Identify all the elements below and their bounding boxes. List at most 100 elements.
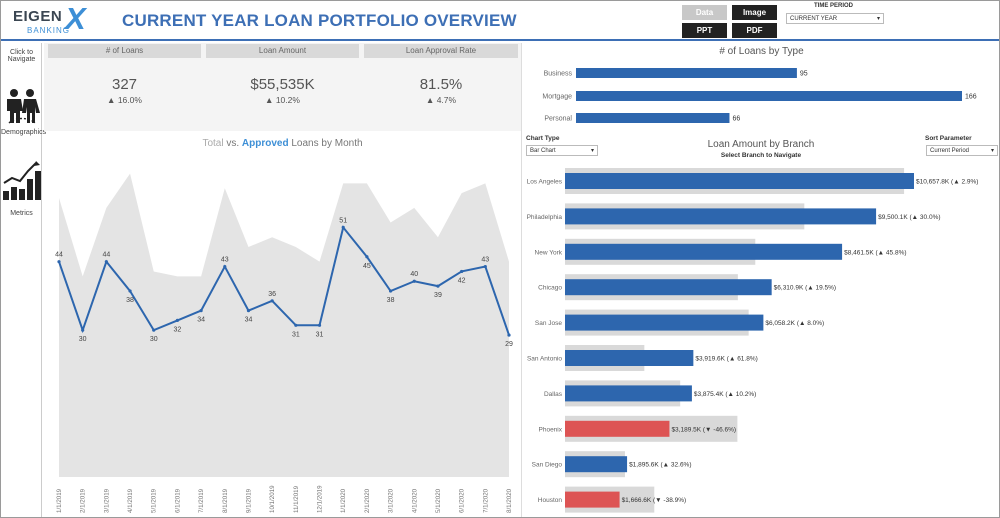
logo-text: EIGEN — [13, 8, 63, 25]
data-label: 40 — [410, 271, 418, 278]
branch-value-label: $6,058.2K (▲ 8.0%) — [765, 320, 824, 327]
x-tick-label: 6/1/2020 — [459, 488, 466, 513]
side-nav: Click to Navigate Demographics Metrics — [1, 43, 47, 517]
approved-point — [294, 323, 298, 327]
chevron-down-icon: ▾ — [876, 16, 880, 22]
metrics-chart-icon[interactable] — [2, 161, 42, 201]
line-chart-title: Total vs. Approved Loans by Month — [44, 138, 521, 149]
data-label: 34 — [197, 317, 205, 324]
type-value-label: 66 — [732, 116, 740, 123]
kpi-loans-label: # of Loans — [48, 44, 201, 58]
kpi-amount-change: ▲ 10.2% — [265, 95, 300, 105]
branch-label: Philadelphia — [527, 214, 563, 221]
x-tick-label: 5/1/2020 — [435, 488, 442, 513]
pdf-button[interactable]: PDF — [732, 23, 777, 38]
x-tick-label: 3/1/2020 — [388, 488, 395, 513]
sort-parameter-select[interactable]: Current Period ▾ — [926, 145, 998, 156]
data-label: 38 — [126, 297, 134, 304]
data-label: 31 — [292, 331, 300, 338]
approved-point — [412, 279, 416, 283]
kpi-loans-change: ▲ 16.0% — [107, 95, 142, 105]
x-tick-label: 9/1/2019 — [245, 488, 252, 513]
data-label: 29 — [505, 341, 513, 348]
branch-label: Houston — [538, 497, 563, 504]
branch-label: New York — [535, 249, 563, 256]
approved-loans-line — [58, 225, 510, 336]
data-label: 42 — [458, 277, 466, 284]
kpi-loans-value: 327 — [111, 76, 138, 93]
type-category-label: Personal — [544, 116, 572, 123]
title-total: Total — [202, 138, 224, 149]
data-label: 51 — [339, 217, 347, 224]
branch-label: Dallas — [544, 391, 563, 398]
branch-label: Phoenix — [539, 426, 563, 433]
branch-chart-title: Loan Amount by Branch — [707, 139, 815, 150]
branch-label: San Diego — [532, 462, 563, 469]
x-tick-label: 12/1/2019 — [317, 485, 324, 513]
image-button[interactable]: Image — [732, 5, 777, 20]
chevron-down-icon: ▾ — [590, 148, 594, 154]
branch-current-bar — [565, 314, 764, 331]
data-label: 30 — [150, 336, 158, 343]
approved-point — [175, 318, 180, 322]
approved-point — [436, 284, 440, 288]
branch-chart-subtitle: Select Branch to Navigate — [720, 152, 802, 159]
data-button[interactable]: Data — [682, 5, 727, 20]
data-label: 36 — [268, 291, 276, 298]
data-label: 31 — [316, 331, 324, 338]
branch-label: Chicago — [538, 285, 562, 292]
branch-value-label: $1,666.6K (▼ -38.9%) — [622, 497, 687, 504]
x-tick-label: 7/1/2020 — [482, 488, 489, 513]
approved-point — [317, 323, 322, 327]
branch-value-label: $3,189.5K (▼ -46.6%) — [671, 426, 736, 433]
kpi-amount-label: Loan Amount — [206, 44, 359, 58]
branch-current-bar — [565, 243, 843, 260]
x-tick-label: 2/1/2020 — [364, 488, 371, 513]
branch-value-label: $10,657.8K (▲ 2.9%) — [916, 179, 978, 186]
x-tick-label: 4/1/2020 — [411, 488, 418, 513]
chart-type-label: Chart Type — [526, 135, 560, 142]
x-tick-label: 8/1/2020 — [506, 488, 513, 513]
branch-current-bar — [565, 456, 628, 473]
data-label: 39 — [434, 292, 442, 299]
x-tick-label: 7/1/2019 — [198, 488, 205, 513]
approved-point — [483, 264, 487, 269]
x-tick-label: 11/1/2019 — [293, 485, 300, 513]
branch-value-label: $3,919.6K (▲ 61.8%) — [695, 356, 757, 363]
chart-type-select[interactable]: Bar Chart ▾ — [526, 145, 598, 156]
header: EIGEN X BANKING CURRENT YEAR LOAN PORTFO… — [1, 1, 999, 41]
data-label: 30 — [79, 336, 87, 343]
demographics-icon[interactable] — [3, 87, 41, 125]
approved-point — [388, 289, 393, 293]
chart-type-value: Bar Chart — [530, 148, 556, 154]
title-rest: Loans by Month — [288, 138, 363, 149]
kpi-amount-value: $55,535K — [250, 76, 315, 93]
data-label: 45 — [363, 263, 371, 270]
nav-demographics-link[interactable]: Demographics — [1, 129, 47, 136]
x-tick-label: 10/1/2019 — [269, 485, 276, 513]
approved-point — [81, 328, 85, 332]
branch-current-bar — [565, 173, 914, 189]
x-tick-label: 4/1/2019 — [127, 488, 134, 513]
branch-current-bar — [565, 208, 877, 225]
panel-divider — [521, 43, 522, 517]
data-label: 43 — [481, 257, 489, 264]
nav-metrics-link[interactable]: Metrics — [10, 210, 33, 217]
type-bar — [576, 91, 962, 101]
ppt-button[interactable]: PPT — [682, 23, 727, 38]
x-tick-label: 6/1/2019 — [174, 488, 181, 513]
approved-point — [507, 333, 511, 337]
title-vs: vs. — [223, 138, 242, 149]
branch-value-label: $1,895.6K (▲ 32.6%) — [629, 462, 691, 469]
eigenx-logo: EIGEN X BANKING — [11, 1, 91, 37]
time-period-label: TIME PERIOD — [814, 3, 854, 9]
approved-point — [341, 225, 345, 230]
branch-label: Los Angeles — [527, 179, 563, 186]
approved-point — [246, 309, 251, 313]
time-period-select[interactable]: CURRENT YEAR ▾ — [786, 13, 884, 24]
data-label: 34 — [245, 317, 253, 324]
branch-current-bar — [565, 385, 692, 402]
branch-value-label: $3,875.4K (▲ 10.2%) — [694, 391, 756, 398]
approved-point — [128, 289, 132, 293]
x-tick-label: 3/1/2019 — [103, 488, 110, 513]
